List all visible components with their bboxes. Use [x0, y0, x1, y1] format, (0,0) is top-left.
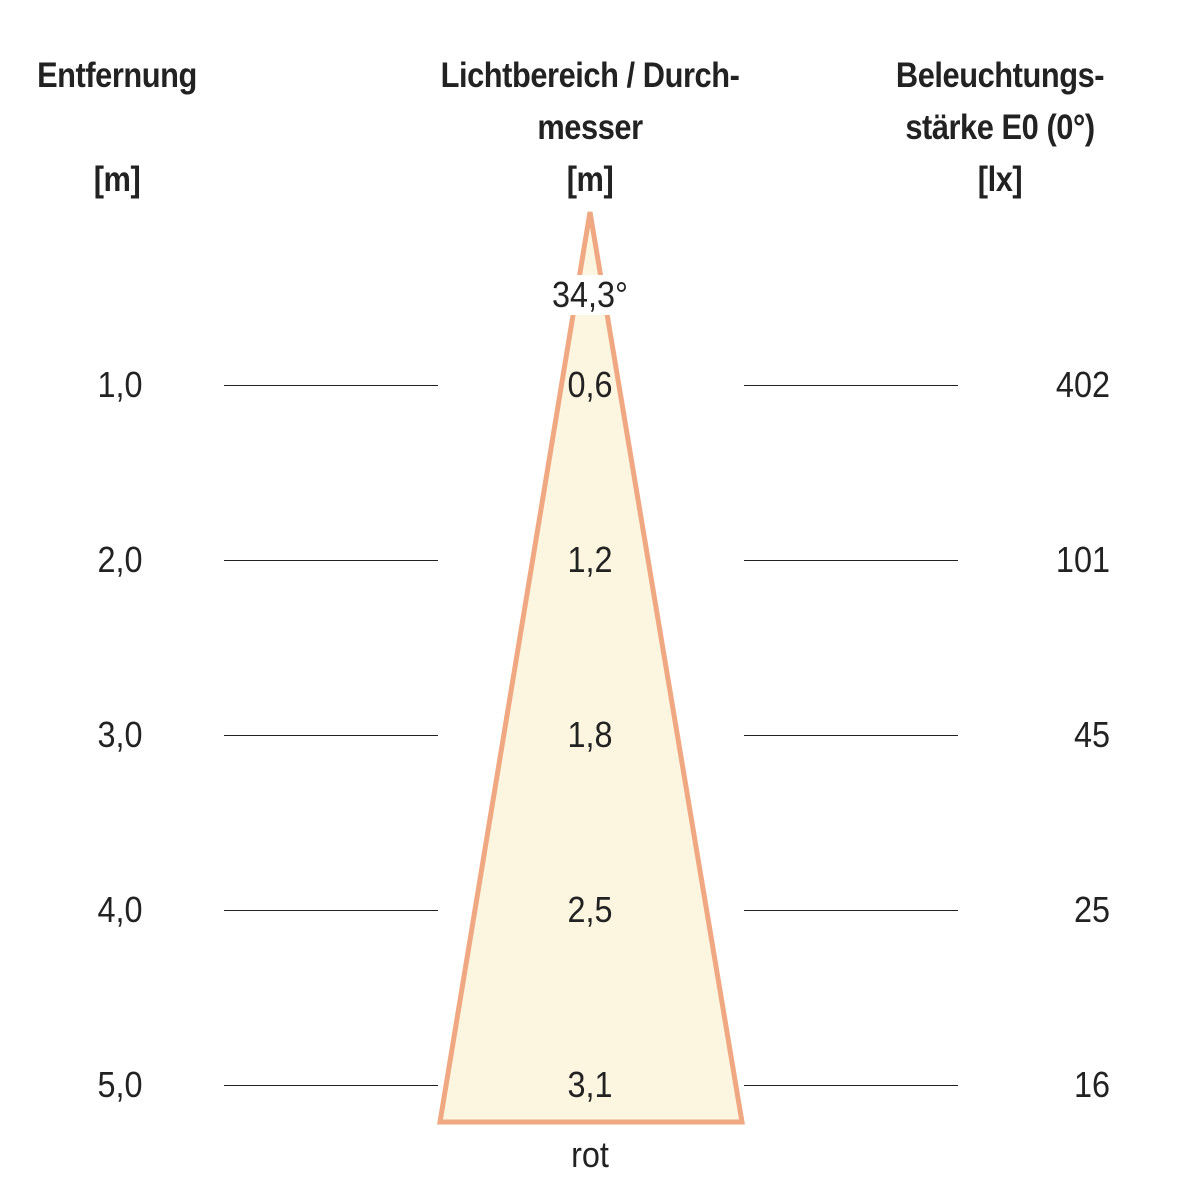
illuminance-value: 45 — [1073, 714, 1110, 755]
header-distance-line2 — [14, 102, 220, 154]
header-illuminance: Beleuchtungs- stärke E0 (0°) [lx] — [842, 50, 1159, 206]
header-diameter-unit: [m] — [566, 160, 614, 199]
header-distance: Entfernung [m] — [14, 50, 220, 206]
beam-angle-label: 34,3° — [545, 275, 635, 315]
header-diameter-line1: Lichtbereich / Durch- — [440, 56, 740, 95]
illuminance-value: 16 — [1073, 1064, 1110, 1105]
row-rule-left — [224, 910, 438, 911]
header-illuminance-line1: Beleuchtungs- — [895, 56, 1105, 95]
header-diameter-line2: messer — [537, 108, 643, 147]
diameter-value: 2,5 — [567, 889, 613, 930]
light-color-label: rot — [571, 1134, 609, 1175]
header-diameter: Lichtbereich / Durch- messer [m] — [414, 50, 766, 206]
illuminance-value: 402 — [1055, 364, 1110, 405]
row-rule-left — [224, 735, 438, 736]
header-illuminance-line2: stärke E0 (0°) — [905, 108, 1095, 147]
row-rule-left — [224, 385, 438, 386]
diameter-value: 3,1 — [567, 1064, 613, 1105]
beam-cone-shape — [437, 211, 745, 1125]
diameter-value: 0,6 — [567, 364, 613, 405]
distance-value: 5,0 — [97, 1064, 143, 1105]
illuminance-value: 25 — [1073, 889, 1110, 930]
distance-value: 4,0 — [97, 889, 143, 930]
row-rule-right — [744, 560, 958, 561]
distance-value: 3,0 — [97, 714, 143, 755]
header-distance-line1: Entfernung — [37, 56, 197, 95]
row-rule-right — [744, 385, 958, 386]
diameter-value: 1,8 — [567, 714, 613, 755]
row-rule-left — [224, 1085, 438, 1086]
row-rule-left — [224, 560, 438, 561]
header-illuminance-unit: [lx] — [977, 160, 1023, 199]
distance-value: 1,0 — [97, 364, 143, 405]
diameter-value: 1,2 — [567, 539, 613, 580]
header-distance-unit: [m] — [93, 160, 141, 199]
row-rule-right — [744, 910, 958, 911]
distance-value: 2,0 — [97, 539, 143, 580]
row-rule-right — [744, 735, 958, 736]
illuminance-value: 101 — [1055, 539, 1110, 580]
row-rule-right — [744, 1085, 958, 1086]
